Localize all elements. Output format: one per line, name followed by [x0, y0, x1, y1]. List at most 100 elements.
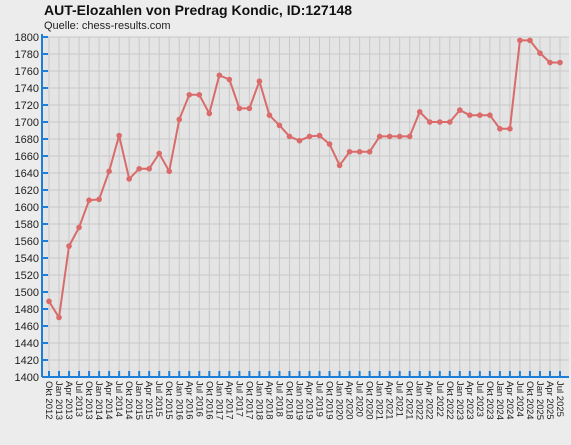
x-tick-label: Apr 2025	[544, 381, 555, 420]
x-tick-label: Okt 2018	[283, 381, 294, 420]
data-point	[266, 112, 273, 118]
x-tick-label: Okt 2022	[444, 381, 455, 420]
x-tick-label: Jan 2023	[454, 381, 465, 420]
data-point	[557, 59, 563, 66]
x-axis-ticks: Okt 2012 Jan 2013 Apr 2013 Jul 2013 Okt 2013…	[43, 371, 565, 420]
data-point	[346, 148, 353, 155]
data-point	[497, 126, 503, 132]
data-point	[176, 116, 183, 123]
data-point	[487, 112, 493, 118]
data-point	[126, 176, 132, 182]
data-point	[446, 119, 453, 125]
x-tick-label: Jan 2013	[53, 381, 64, 420]
series	[46, 37, 563, 321]
data-point	[226, 76, 233, 83]
data-point	[156, 150, 163, 157]
y-tick-label: 1640	[15, 168, 39, 180]
x-tick-label: Jan 2024	[494, 381, 505, 420]
data-point	[186, 92, 193, 98]
x-tick-label: Apr 2014	[103, 381, 114, 420]
data-point	[76, 224, 82, 231]
data-point	[306, 133, 313, 140]
y-tick-label: 1460	[15, 321, 39, 333]
x-tick-label: Jan 2016	[173, 381, 184, 420]
x-tick-label: Okt 2020	[364, 381, 375, 420]
x-tick-label: Jul 2024	[514, 381, 525, 417]
data-point	[386, 133, 393, 140]
x-tick-label: Jul 2018	[273, 381, 284, 417]
x-tick-label: Apr 2015	[143, 381, 154, 420]
x-tick-label: Apr 2022	[424, 381, 435, 420]
x-tick-label: Apr 2023	[464, 381, 475, 420]
x-tick-label: Jan 2017	[213, 381, 224, 420]
data-point	[356, 148, 363, 155]
x-tick-label: Apr 2019	[304, 381, 315, 420]
x-tick-label: Jul 2021	[394, 381, 405, 417]
x-tick-label: Apr 2013	[63, 381, 74, 420]
x-tick-label: Okt 2024	[524, 381, 535, 420]
y-tick-label: 1800	[15, 32, 39, 44]
x-tick-label: Jan 2020	[334, 381, 345, 420]
data-point	[286, 133, 293, 140]
data-point	[507, 126, 513, 132]
data-point	[136, 165, 142, 172]
data-point	[256, 78, 263, 84]
x-tick-label: Okt 2023	[484, 381, 495, 420]
data-point	[316, 132, 323, 139]
x-tick-label: Jul 2020	[354, 381, 365, 417]
y-tick-label: 1760	[15, 66, 39, 78]
x-tick-label: Jan 2014	[93, 381, 104, 420]
data-point	[426, 119, 433, 125]
data-point	[196, 92, 203, 98]
x-tick-label: Jul 2014	[113, 381, 124, 417]
y-tick-label: 1520	[15, 270, 39, 282]
x-tick-label: Jul 2017	[233, 381, 244, 417]
x-tick-label: Jan 2018	[253, 381, 264, 420]
data-point	[517, 37, 523, 44]
data-point	[406, 133, 413, 140]
x-tick-label: Okt 2015	[163, 381, 174, 420]
x-tick-label: Apr 2020	[344, 381, 355, 420]
x-tick-label: Jul 2025	[554, 381, 565, 417]
x-tick-label: Jul 2019	[314, 381, 325, 417]
y-tick-label: 1620	[15, 185, 39, 197]
x-tick-label: Okt 2013	[83, 381, 94, 420]
data-point	[336, 162, 343, 169]
x-tick-label: Jul 2015	[153, 381, 164, 417]
data-point	[86, 197, 92, 203]
x-tick-label: Okt 2012	[43, 381, 54, 420]
data-point	[537, 50, 543, 56]
data-point	[66, 243, 72, 249]
x-tick-label: Jul 2023	[474, 381, 485, 417]
x-tick-label: Jan 2015	[133, 381, 144, 420]
y-tick-label: 1720	[15, 100, 39, 112]
y-tick-label: 1560	[15, 236, 39, 248]
data-point	[416, 109, 423, 115]
data-point	[376, 133, 383, 140]
x-tick-label: Apr 2021	[384, 381, 395, 420]
x-tick-label: Apr 2018	[263, 381, 274, 420]
x-tick-label: Okt 2014	[123, 381, 134, 420]
data-point	[547, 59, 553, 66]
data-point	[276, 122, 283, 129]
data-point	[366, 148, 373, 155]
y-tick-label: 1680	[15, 134, 39, 146]
y-axis-ticks: 1400 1420 1440 1460 1480 1500 1520 1540 1560 1580…	[15, 32, 48, 384]
chart-title: AUT-Elozahlen von Predrag Kondic, ID:127…	[44, 2, 353, 18]
y-tick-label: 1780	[15, 49, 39, 61]
y-tick-label: 1420	[15, 355, 39, 367]
data-point	[326, 141, 333, 147]
x-tick-label: Okt 2016	[203, 381, 214, 420]
data-point	[56, 314, 62, 321]
grid	[42, 36, 569, 378]
x-tick-label: Okt 2021	[404, 381, 415, 420]
x-tick-label: Okt 2017	[243, 381, 254, 420]
data-point	[467, 112, 473, 118]
data-point	[106, 168, 112, 175]
y-tick-label: 1660	[15, 151, 39, 163]
y-tick-label: 1480	[15, 304, 39, 316]
data-point	[436, 119, 443, 125]
x-tick-label: Apr 2017	[223, 381, 234, 420]
x-tick-label: Okt 2019	[324, 381, 335, 420]
